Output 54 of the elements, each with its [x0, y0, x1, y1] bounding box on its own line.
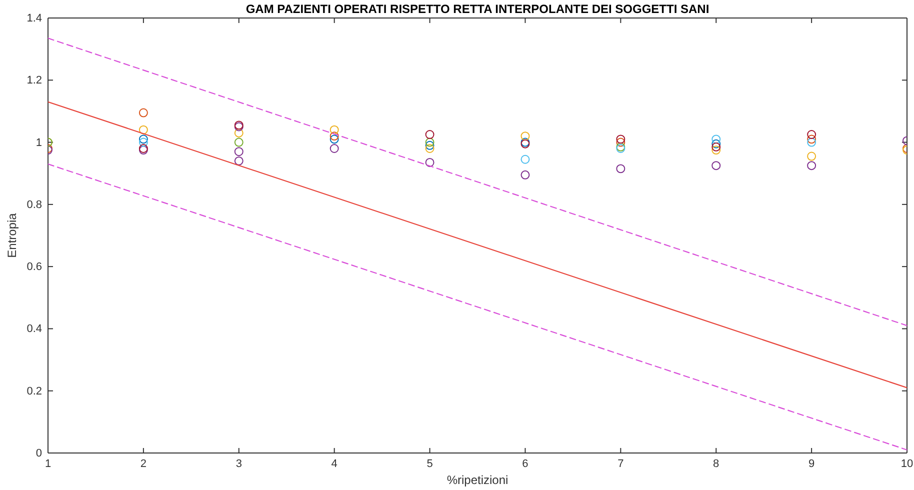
y-tick-label: 0 [36, 448, 42, 460]
x-tick-label: 9 [808, 458, 815, 470]
x-tick-label: 6 [522, 458, 528, 470]
point [520, 132, 530, 141]
point [712, 161, 721, 170]
point [807, 134, 816, 144]
point [425, 138, 434, 147]
y-tick-label: 0.8 [26, 198, 42, 211]
x-tick-label: 8 [713, 458, 720, 470]
point [616, 138, 626, 147]
point [330, 134, 339, 144]
point [712, 142, 721, 152]
x-tick-label: 3 [236, 458, 242, 470]
point [330, 144, 339, 153]
point [234, 147, 244, 156]
x-tick-label: 1 [44, 458, 52, 470]
point [807, 138, 816, 147]
x-tick-label: 10 [900, 458, 914, 470]
y-tick-label: 1.4 [26, 12, 42, 25]
x-tick-label: 7 [618, 458, 624, 470]
y-tick-label: 1.2 [26, 74, 42, 87]
point [138, 134, 148, 144]
point [330, 125, 339, 134]
point [425, 130, 434, 139]
point [330, 132, 339, 141]
y-axis-title: Entropia [5, 212, 19, 258]
x-axis-title: %ripetizioni [446, 473, 508, 487]
y-tick-label: 1 [36, 136, 42, 149]
point [616, 164, 626, 174]
point [425, 158, 434, 167]
point [807, 161, 816, 170]
point [425, 140, 434, 150]
x-tick-label: 5 [426, 458, 433, 470]
point [712, 146, 721, 155]
chart-title: GAM PAZIENTI OPERATI RISPETTO RETTA INTERPOLANTE DEI SOGGETTI SANI [246, 2, 710, 16]
point [807, 152, 816, 161]
y-tick-label: 0.2 [26, 385, 42, 398]
point [138, 108, 148, 118]
point [234, 156, 244, 166]
point [138, 138, 148, 147]
x-tick-label: 4 [331, 458, 338, 470]
x-tick-label: 2 [140, 458, 147, 470]
point [234, 128, 244, 138]
point [234, 138, 244, 147]
y-tick-label: 0.4 [26, 323, 42, 336]
point [807, 130, 816, 139]
point [520, 170, 530, 180]
point [616, 134, 626, 144]
y-tick-label: 0.6 [26, 261, 42, 274]
point [712, 134, 721, 144]
point [520, 154, 530, 164]
point [712, 139, 721, 148]
point [138, 125, 148, 134]
point [425, 144, 434, 153]
